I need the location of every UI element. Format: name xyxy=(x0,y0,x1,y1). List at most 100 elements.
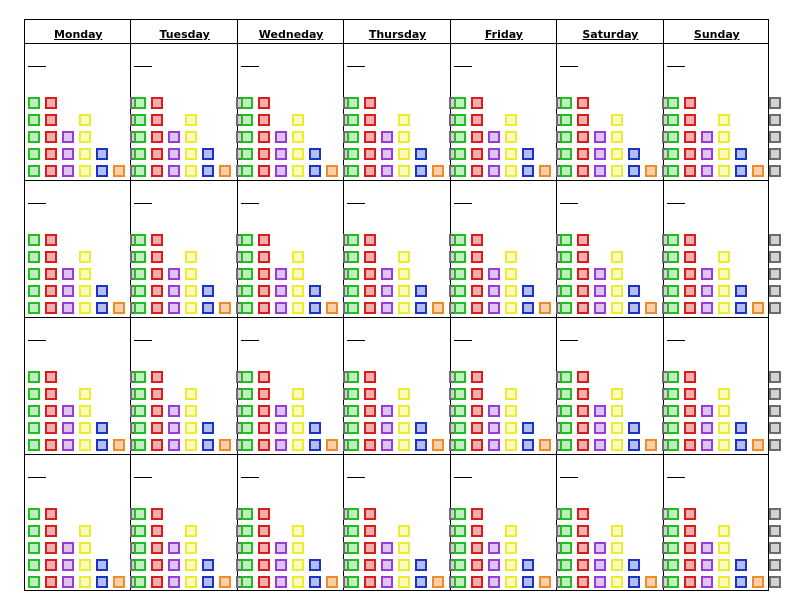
red-checkbox[interactable] xyxy=(470,148,483,160)
yellow-checkbox[interactable] xyxy=(504,542,517,554)
orange-checkbox[interactable] xyxy=(325,165,338,177)
red-checkbox[interactable] xyxy=(683,268,696,280)
orange-checkbox[interactable] xyxy=(325,302,338,314)
green-checkbox[interactable] xyxy=(134,371,147,383)
blue-checkbox[interactable] xyxy=(628,439,641,451)
yellow-checkbox[interactable] xyxy=(717,285,730,297)
purple-checkbox[interactable] xyxy=(700,285,713,297)
purple-checkbox[interactable] xyxy=(274,148,287,160)
orange-checkbox[interactable] xyxy=(219,302,232,314)
purple-checkbox[interactable] xyxy=(274,302,287,314)
green-checkbox[interactable] xyxy=(240,148,253,160)
red-checkbox[interactable] xyxy=(45,251,57,263)
red-checkbox[interactable] xyxy=(151,234,164,246)
red-checkbox[interactable] xyxy=(470,439,483,451)
red-checkbox[interactable] xyxy=(683,388,696,400)
red-checkbox[interactable] xyxy=(577,251,590,263)
yellow-checkbox[interactable] xyxy=(185,422,198,434)
green-checkbox[interactable] xyxy=(240,114,253,126)
purple-checkbox[interactable] xyxy=(168,148,181,160)
green-checkbox[interactable] xyxy=(666,148,679,160)
orange-checkbox[interactable] xyxy=(113,302,125,314)
red-checkbox[interactable] xyxy=(577,508,590,520)
yellow-checkbox[interactable] xyxy=(504,268,517,280)
red-checkbox[interactable] xyxy=(364,388,377,400)
red-checkbox[interactable] xyxy=(45,405,57,417)
green-checkbox[interactable] xyxy=(134,268,147,280)
purple-checkbox[interactable] xyxy=(62,131,74,143)
purple-checkbox[interactable] xyxy=(381,285,394,297)
blue-checkbox[interactable] xyxy=(96,302,108,314)
yellow-checkbox[interactable] xyxy=(611,131,624,143)
red-checkbox[interactable] xyxy=(577,114,590,126)
green-checkbox[interactable] xyxy=(666,559,679,571)
purple-checkbox[interactable] xyxy=(594,405,607,417)
blue-checkbox[interactable] xyxy=(628,422,641,434)
green-checkbox[interactable] xyxy=(347,371,360,383)
yellow-checkbox[interactable] xyxy=(79,268,91,280)
day-cell-monday-week-1[interactable] xyxy=(25,44,142,181)
yellow-checkbox[interactable] xyxy=(504,165,517,177)
yellow-checkbox[interactable] xyxy=(398,131,411,143)
red-checkbox[interactable] xyxy=(470,525,483,537)
blue-checkbox[interactable] xyxy=(415,422,428,434)
purple-checkbox[interactable] xyxy=(274,285,287,297)
day-cell-tuesday-week-3[interactable] xyxy=(131,318,249,455)
gray-checkbox[interactable] xyxy=(768,525,781,537)
green-checkbox[interactable] xyxy=(134,508,147,520)
purple-checkbox[interactable] xyxy=(487,302,500,314)
gray-checkbox[interactable] xyxy=(768,148,781,160)
green-checkbox[interactable] xyxy=(28,525,40,537)
red-checkbox[interactable] xyxy=(45,302,57,314)
red-checkbox[interactable] xyxy=(364,114,377,126)
blue-checkbox[interactable] xyxy=(628,559,641,571)
gray-checkbox[interactable] xyxy=(768,234,781,246)
red-checkbox[interactable] xyxy=(364,165,377,177)
purple-checkbox[interactable] xyxy=(700,422,713,434)
blue-checkbox[interactable] xyxy=(521,559,534,571)
green-checkbox[interactable] xyxy=(666,388,679,400)
orange-checkbox[interactable] xyxy=(325,439,338,451)
green-checkbox[interactable] xyxy=(666,285,679,297)
gray-checkbox[interactable] xyxy=(768,576,781,588)
orange-checkbox[interactable] xyxy=(113,439,125,451)
purple-checkbox[interactable] xyxy=(381,422,394,434)
purple-checkbox[interactable] xyxy=(62,439,74,451)
blue-checkbox[interactable] xyxy=(734,422,747,434)
blue-checkbox[interactable] xyxy=(734,285,747,297)
red-checkbox[interactable] xyxy=(151,285,164,297)
green-checkbox[interactable] xyxy=(240,285,253,297)
purple-checkbox[interactable] xyxy=(168,302,181,314)
blue-checkbox[interactable] xyxy=(202,285,215,297)
blue-checkbox[interactable] xyxy=(521,439,534,451)
green-checkbox[interactable] xyxy=(560,165,573,177)
purple-checkbox[interactable] xyxy=(700,576,713,588)
red-checkbox[interactable] xyxy=(151,251,164,263)
blue-checkbox[interactable] xyxy=(96,422,108,434)
purple-checkbox[interactable] xyxy=(594,165,607,177)
blue-checkbox[interactable] xyxy=(734,559,747,571)
blue-checkbox[interactable] xyxy=(628,148,641,160)
green-checkbox[interactable] xyxy=(240,251,253,263)
red-checkbox[interactable] xyxy=(470,542,483,554)
yellow-checkbox[interactable] xyxy=(504,388,517,400)
blue-checkbox[interactable] xyxy=(415,285,428,297)
red-checkbox[interactable] xyxy=(683,165,696,177)
blue-checkbox[interactable] xyxy=(415,576,428,588)
yellow-checkbox[interactable] xyxy=(611,148,624,160)
purple-checkbox[interactable] xyxy=(168,131,181,143)
yellow-checkbox[interactable] xyxy=(717,268,730,280)
purple-checkbox[interactable] xyxy=(700,268,713,280)
gray-checkbox[interactable] xyxy=(768,114,781,126)
yellow-checkbox[interactable] xyxy=(398,422,411,434)
red-checkbox[interactable] xyxy=(364,285,377,297)
yellow-checkbox[interactable] xyxy=(611,576,624,588)
red-checkbox[interactable] xyxy=(364,268,377,280)
orange-checkbox[interactable] xyxy=(325,576,338,588)
red-checkbox[interactable] xyxy=(151,114,164,126)
green-checkbox[interactable] xyxy=(134,131,147,143)
red-checkbox[interactable] xyxy=(470,114,483,126)
yellow-checkbox[interactable] xyxy=(611,388,624,400)
purple-checkbox[interactable] xyxy=(381,131,394,143)
red-checkbox[interactable] xyxy=(364,251,377,263)
